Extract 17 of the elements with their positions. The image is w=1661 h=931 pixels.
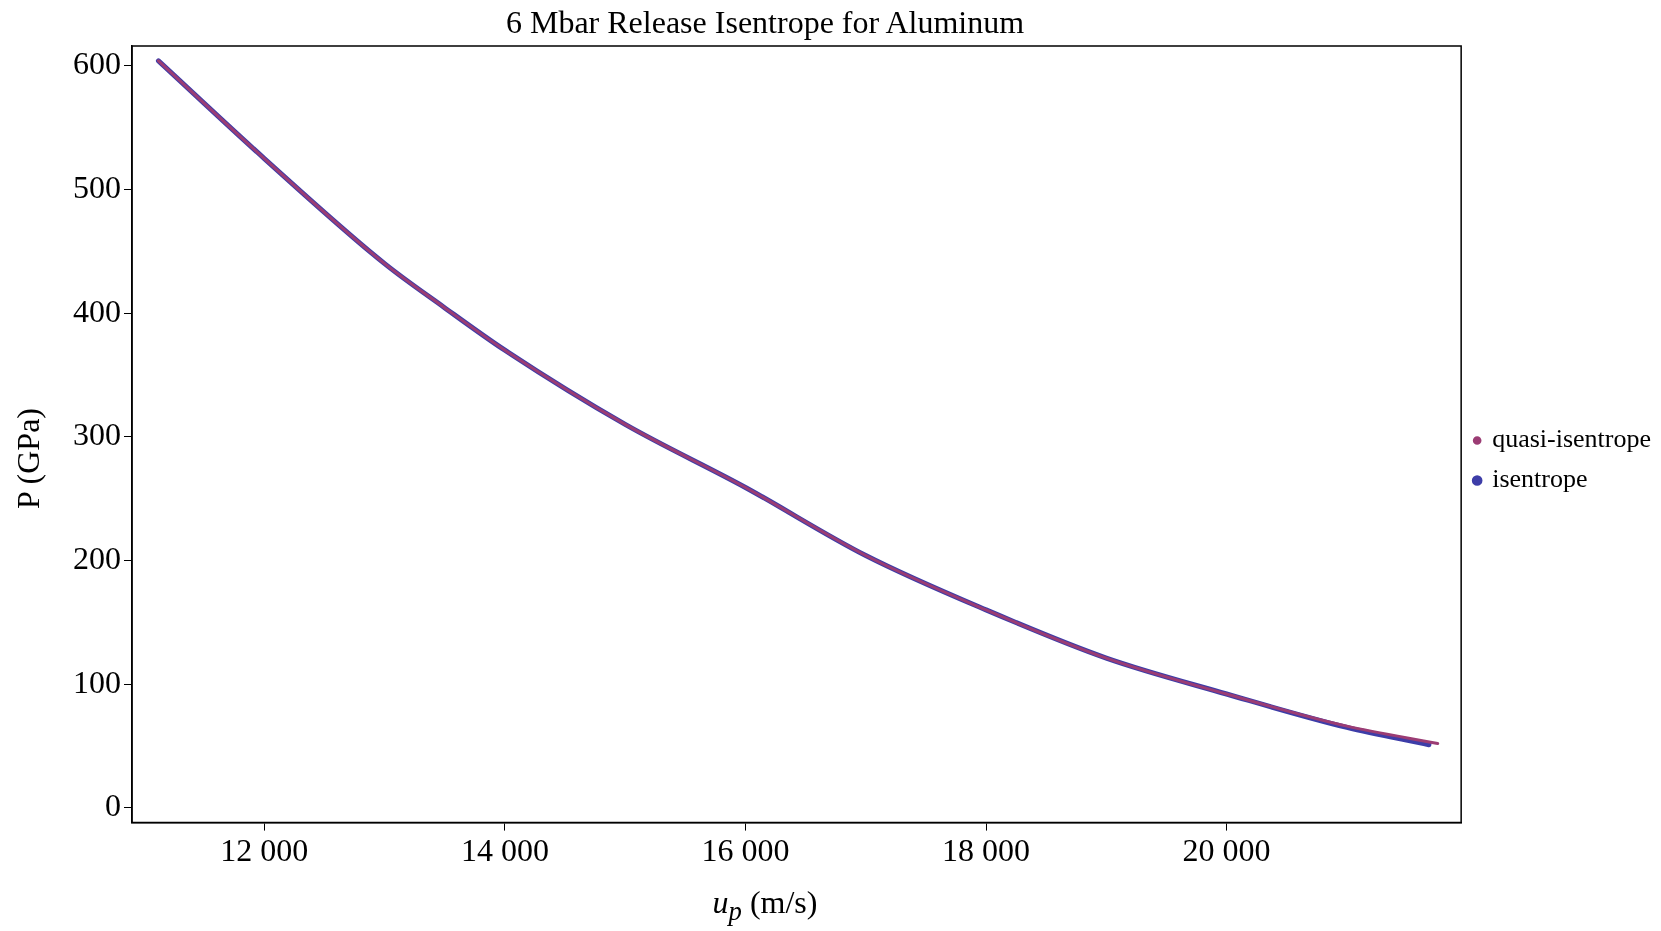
legend-label: quasi-isentrope: [1492, 424, 1651, 454]
x-tick-label: 20 000: [1182, 832, 1271, 869]
y-tick-label: 300: [73, 416, 121, 453]
x-tick-label: 14 000: [460, 832, 549, 869]
y-tick-label: 600: [73, 45, 121, 82]
y-tick-label: 200: [73, 539, 121, 576]
x-tick-label: 18 000: [942, 832, 1031, 869]
chart-title: 6 Mbar Release Isentrope for Aluminum: [504, 4, 1026, 41]
y-axis-title: P (GPa): [9, 407, 47, 511]
y-tick-label: 400: [73, 292, 121, 329]
legend-label: isentrope: [1492, 464, 1588, 494]
x-tick-label: 12 000: [220, 832, 309, 869]
y-tick-label: 500: [73, 168, 121, 205]
y-tick-label: 0: [105, 787, 121, 824]
y-tick-label: 100: [73, 663, 121, 700]
x-tick-label: 16 000: [701, 832, 790, 869]
x-axis-title: u$_{p}$ (m/s): [711, 884, 819, 928]
